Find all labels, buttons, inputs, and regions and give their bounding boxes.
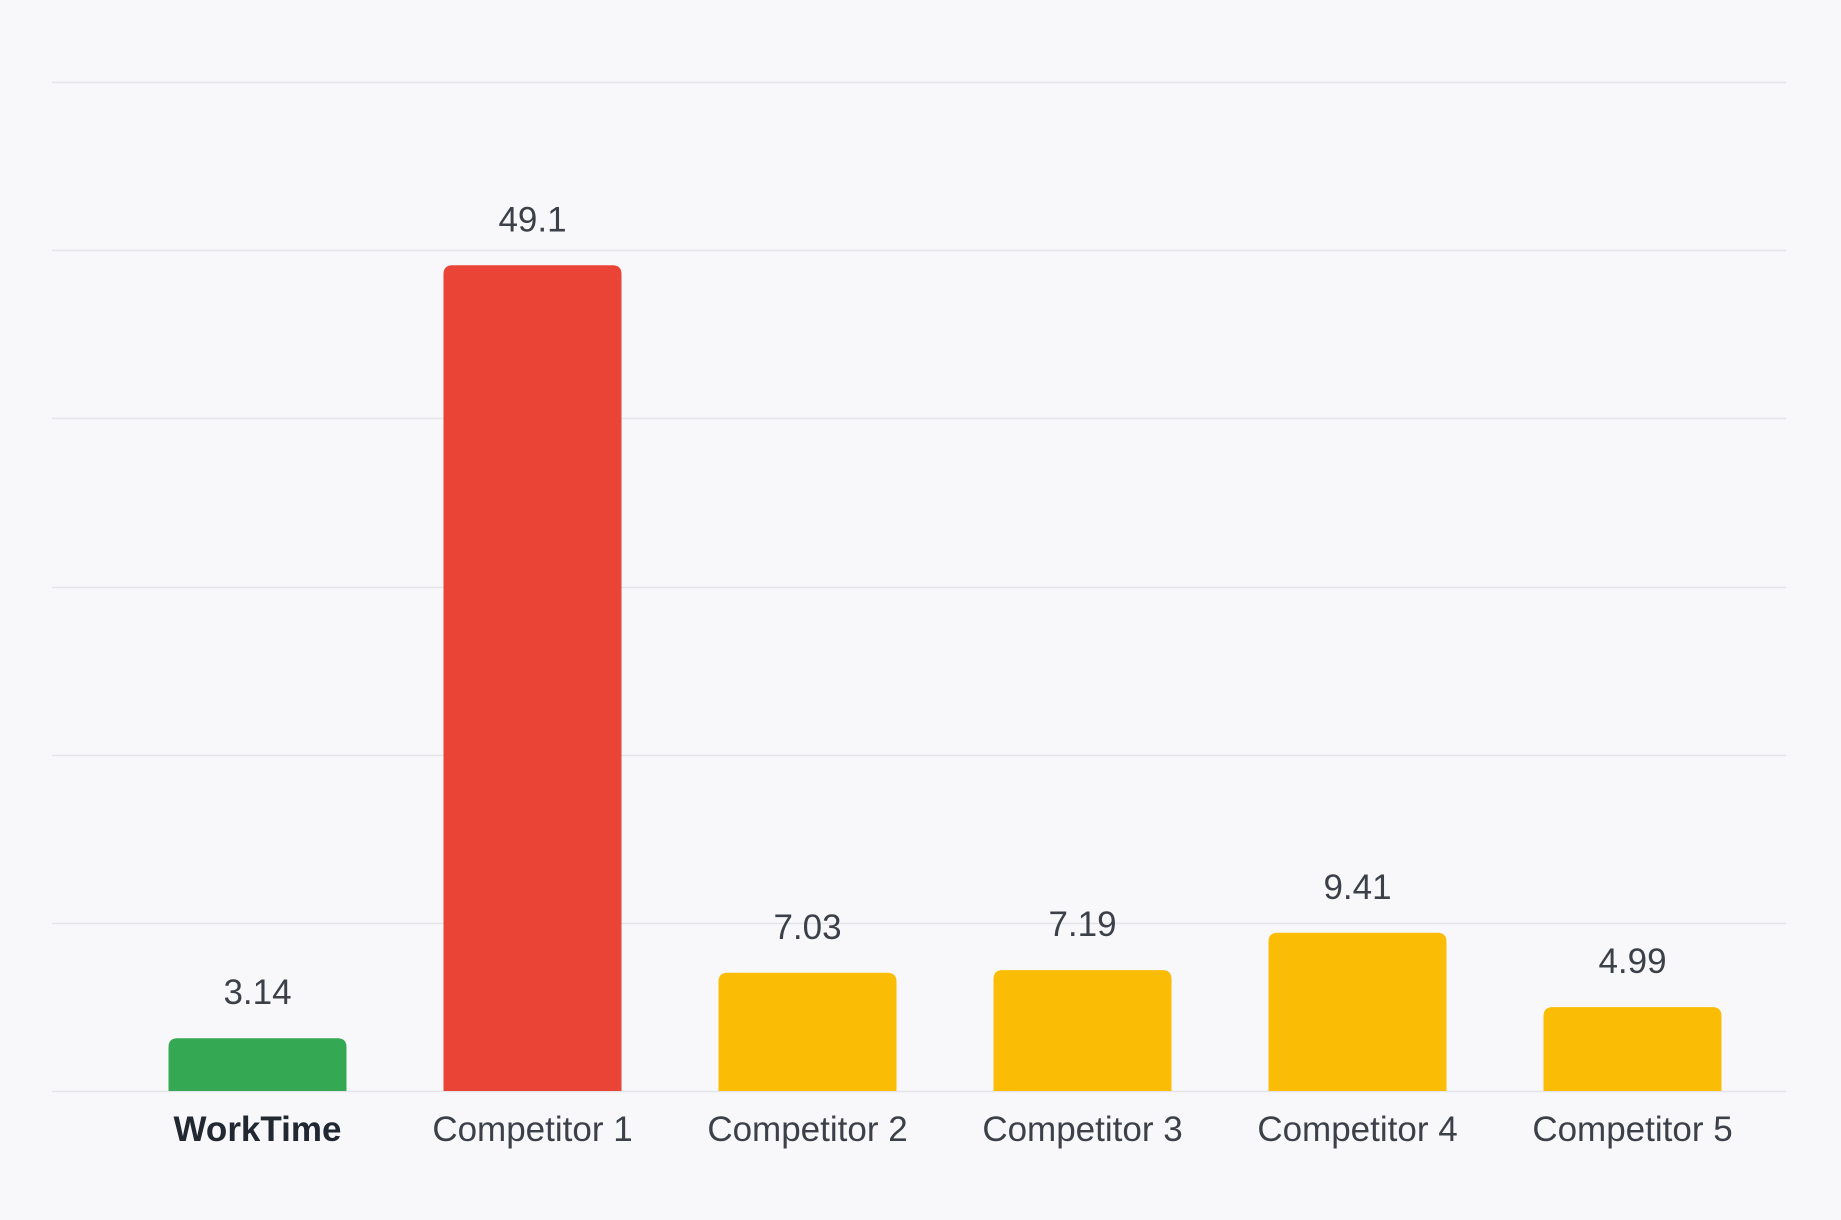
value-label: 49.1 [498, 200, 566, 239]
value-label: 9.41 [1323, 868, 1391, 907]
bar-competitor-2 [718, 972, 897, 1091]
bar-competitor-3 [993, 970, 1172, 1091]
bar-competitor-5 [1543, 1007, 1722, 1091]
category-labels: WorkTime Competitor 1 Competitor 2 Competit… [174, 1110, 1733, 1149]
value-label: 7.19 [1048, 905, 1116, 944]
value-label: 4.99 [1598, 942, 1666, 981]
bar-worktime [168, 1038, 347, 1091]
category-label: WorkTime [174, 1110, 342, 1149]
value-labels: 3.14 49.1 7.03 7.19 9.41 4.99 [223, 200, 1666, 1012]
bars [168, 265, 1722, 1092]
category-label: Competitor 2 [707, 1110, 907, 1149]
value-label: 3.14 [223, 973, 291, 1012]
category-label: Competitor 5 [1532, 1110, 1732, 1149]
category-label: Competitor 4 [1257, 1110, 1457, 1149]
bar-competitor-4 [1268, 932, 1447, 1091]
value-label: 7.03 [773, 908, 841, 947]
category-label: Competitor 3 [982, 1110, 1182, 1149]
bar-competitor-1 [443, 265, 622, 1092]
gridlines [52, 81, 1786, 1093]
category-label: Competitor 1 [432, 1110, 632, 1149]
